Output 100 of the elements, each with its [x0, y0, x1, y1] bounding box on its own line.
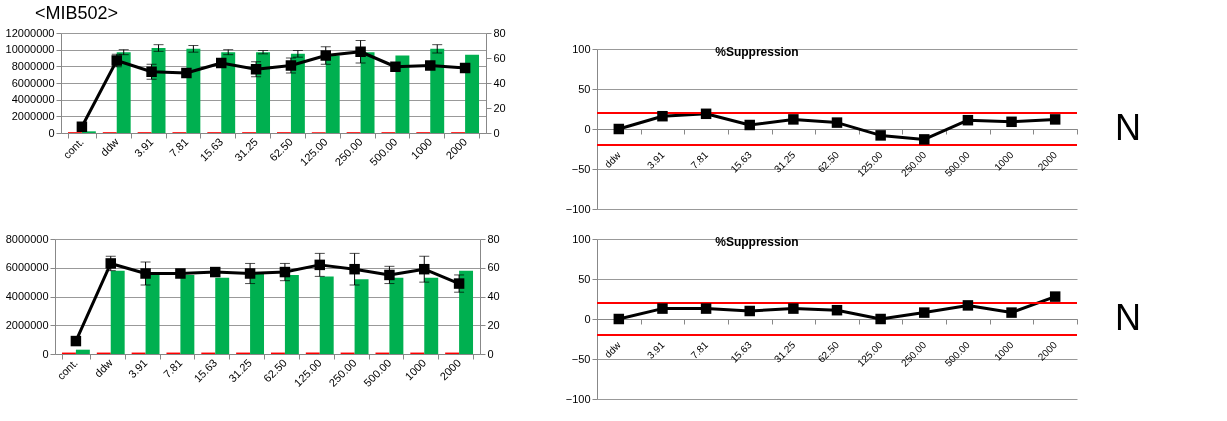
chart-title: <MIB502> — [35, 3, 119, 23]
y-tick-label: 2000000 — [11, 109, 55, 122]
point — [1006, 116, 1017, 128]
x-tick-label: 7.81 — [688, 148, 711, 171]
chart-title: %Suppression — [715, 45, 799, 59]
point — [831, 304, 843, 316]
x-tick-label: cont. — [60, 135, 86, 161]
x-tick-label: cont. — [54, 356, 80, 382]
bar — [290, 53, 305, 133]
text: N — [1115, 107, 1141, 148]
bar — [465, 54, 480, 133]
point — [613, 313, 625, 325]
bar — [395, 55, 410, 133]
point — [216, 57, 227, 69]
point — [919, 307, 930, 318]
y2-tick-label: 20 — [487, 318, 500, 331]
y2-tick-label: 80 — [493, 26, 506, 39]
y-tick-label: 6000000 — [11, 76, 55, 89]
bar — [215, 277, 230, 354]
bar — [284, 274, 299, 354]
point — [419, 263, 430, 275]
x-tick-label: 3.91 — [644, 148, 667, 171]
point — [744, 119, 755, 131]
bar — [325, 55, 340, 133]
bar — [424, 277, 439, 354]
point — [390, 61, 401, 72]
bar — [319, 276, 334, 354]
y-tick-label: 50 — [578, 82, 591, 95]
bar — [389, 277, 404, 354]
y-tick-label: 0 — [584, 312, 591, 325]
point — [314, 259, 325, 271]
y2-tick-label: 60 — [487, 261, 500, 274]
point — [279, 266, 291, 278]
point — [355, 46, 366, 57]
point — [744, 305, 755, 317]
chart-title: %Suppression — [715, 235, 799, 249]
y-tick-label: −50 — [571, 162, 591, 175]
bar — [459, 270, 474, 354]
y-tick-label: 6000000 — [5, 261, 49, 274]
point — [613, 123, 625, 135]
point — [349, 263, 360, 275]
y2-tick-label: 40 — [493, 76, 506, 89]
x-tick-label: 7.81 — [160, 356, 185, 381]
point — [453, 278, 465, 289]
point — [1006, 307, 1017, 318]
point — [210, 266, 221, 278]
bar — [250, 272, 265, 354]
point — [175, 268, 186, 279]
point — [1049, 291, 1061, 302]
point — [140, 268, 151, 279]
bar — [75, 349, 90, 354]
bar — [180, 274, 195, 354]
y-tick-label: 0 — [48, 126, 55, 139]
y-tick-label: 4000000 — [5, 290, 49, 302]
y-tick-label: 2000000 — [5, 318, 49, 331]
point — [320, 50, 331, 61]
point — [244, 268, 256, 279]
x-tick-label: ddw — [98, 135, 121, 159]
point — [700, 303, 712, 314]
y-tick-label: 8000000 — [5, 232, 49, 245]
y2-tick-label: 20 — [493, 101, 506, 114]
y-tick-label: 50 — [578, 272, 591, 285]
y-tick-label: −50 — [571, 352, 591, 365]
point — [875, 130, 886, 141]
y-tick-label: −100 — [565, 202, 591, 215]
x-tick-label: 7.81 — [688, 338, 711, 361]
bar — [186, 48, 201, 133]
point — [425, 60, 436, 71]
y-tick-label: 0 — [584, 122, 591, 135]
point — [962, 300, 974, 311]
point — [788, 114, 799, 125]
point — [962, 114, 974, 126]
x-tick-label: ddw — [602, 148, 624, 171]
point — [384, 269, 395, 281]
point — [875, 313, 886, 325]
point — [181, 67, 192, 79]
y2-tick-label: 0 — [493, 126, 500, 139]
y2-tick-label: 0 — [487, 347, 494, 360]
y-tick-label: 12000000 — [5, 26, 55, 39]
y-tick-label: 10000000 — [5, 43, 55, 56]
x-tick-label: 7.81 — [166, 135, 191, 160]
point — [70, 335, 82, 347]
point — [657, 110, 668, 122]
point — [657, 303, 668, 314]
text: N — [1115, 297, 1141, 338]
y2-tick-label: 40 — [487, 290, 500, 302]
x-tick-label: 3.91 — [125, 356, 150, 381]
y-tick-label: 8000000 — [11, 59, 55, 72]
point — [459, 62, 471, 74]
bar — [110, 270, 125, 354]
point — [919, 134, 930, 145]
point — [1049, 114, 1061, 125]
bar — [360, 52, 375, 133]
x-tick-label: ddw — [92, 356, 115, 380]
bar — [354, 279, 369, 354]
point — [76, 121, 88, 132]
y-tick-label: 100 — [572, 42, 591, 55]
y2-tick-label: 60 — [493, 51, 506, 64]
y-tick-label: 100 — [572, 232, 591, 245]
y-tick-label: 4000000 — [11, 93, 55, 106]
